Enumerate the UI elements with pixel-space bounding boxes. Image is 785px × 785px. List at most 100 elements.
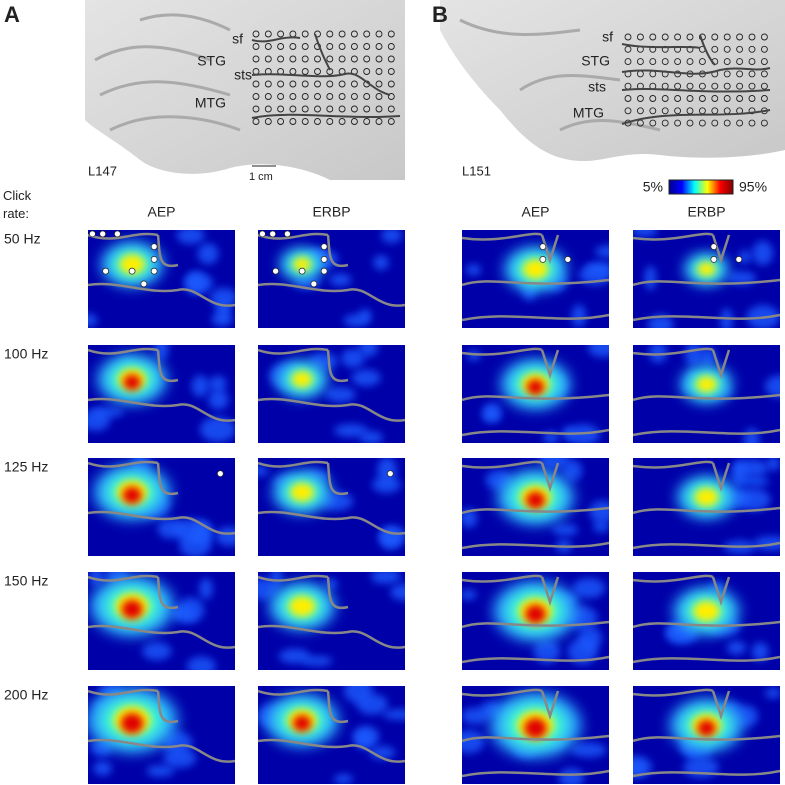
heatmap [258,230,405,328]
electrode [375,43,383,50]
electrode [760,119,768,127]
heatmap-blob [293,715,312,732]
heatmap-blob [765,375,780,398]
anatomy-label: MTG [573,105,604,121]
heatmap-blob [343,314,368,327]
electrode [277,93,285,100]
electrode [301,55,309,63]
electrode [748,119,756,127]
electrode [711,82,719,90]
sulcus-overlay [258,232,405,307]
sulcus-overlay [258,347,405,422]
electrode [350,55,358,63]
heatmap-blob [119,254,145,275]
electrode [264,80,272,88]
electrode [736,70,744,78]
sulcus-overlay [258,688,405,763]
electrode [760,45,768,53]
sulcus-overlay [258,574,405,649]
electrode-marker [320,267,328,275]
electrode [698,82,706,90]
row-label: 125 Hz [4,459,48,475]
electrode [326,93,334,100]
heatmap-blob [644,265,657,291]
electrode [387,68,395,75]
row-label: 200 Hz [4,687,48,703]
electrode-marker [99,230,107,238]
heatmap-blob [699,347,717,367]
heatmap-blob [633,230,658,238]
electrode [723,119,731,127]
electrode [301,93,309,100]
electrode [350,80,358,88]
electrode [375,68,383,75]
electrode-marker [150,267,158,275]
electrode [314,80,321,88]
heatmap-blob [585,261,609,276]
colorbar-max: 95% [739,179,767,195]
brain-sulci [94,13,241,132]
column-header: ERBP [312,204,350,220]
heatmap-blob [153,345,169,361]
electrode [338,43,346,50]
heatmap-blob [382,709,405,720]
electrode [338,93,346,100]
electrode [264,55,272,63]
column-header: AEP [147,204,175,220]
heatmap-blob [765,687,780,699]
electrode [264,43,272,50]
sulcus-overlay [633,232,780,322]
sulcus-overlay [88,347,235,422]
row-label: 150 Hz [4,573,48,589]
heatmap-blob [462,589,477,600]
heatmap-blob [88,572,104,587]
electrode [723,58,731,66]
electrode [375,30,383,38]
electrode [748,95,756,102]
heatmap [88,572,235,670]
electrode [736,58,744,66]
electrode [649,58,657,66]
scale-label: 1 cm [249,171,273,183]
electrode [624,107,632,115]
heatmap-blob [684,345,703,367]
heatmap-blob [174,519,210,542]
anatomy-label: STG [581,53,610,69]
electrode [686,107,694,115]
electrode [338,80,346,88]
electrode [314,55,321,63]
heatmap [462,345,609,443]
heatmap-blob [567,638,598,665]
heatmap-blob [191,375,210,397]
electrode [252,43,260,50]
electrode [326,55,334,63]
brain-sulci [459,18,661,132]
electrode [375,118,383,125]
electrode [649,107,657,115]
heatmap [88,345,235,443]
electrode [711,45,719,53]
sulcus-overlay [633,688,780,778]
electrode [387,118,395,125]
electrode-marker [539,256,547,263]
electrode-marker [128,267,136,275]
electrode [326,105,334,113]
heatmap [258,345,405,443]
electrode [736,119,744,127]
electrode [301,43,309,50]
heatmap-blob [352,725,380,747]
electrode [289,80,297,88]
electrode [636,58,644,66]
sulcus-overlay [462,347,609,437]
heatmap-blob [697,720,716,737]
anatomy-label: sf [602,29,613,45]
electrode [264,93,272,100]
electrode [338,118,346,125]
electrode-marker [89,230,96,238]
electrode [387,93,395,100]
electrode [326,30,334,38]
electrode [350,43,358,50]
electrode-marker [310,280,318,288]
heatmap-blob [142,642,172,661]
